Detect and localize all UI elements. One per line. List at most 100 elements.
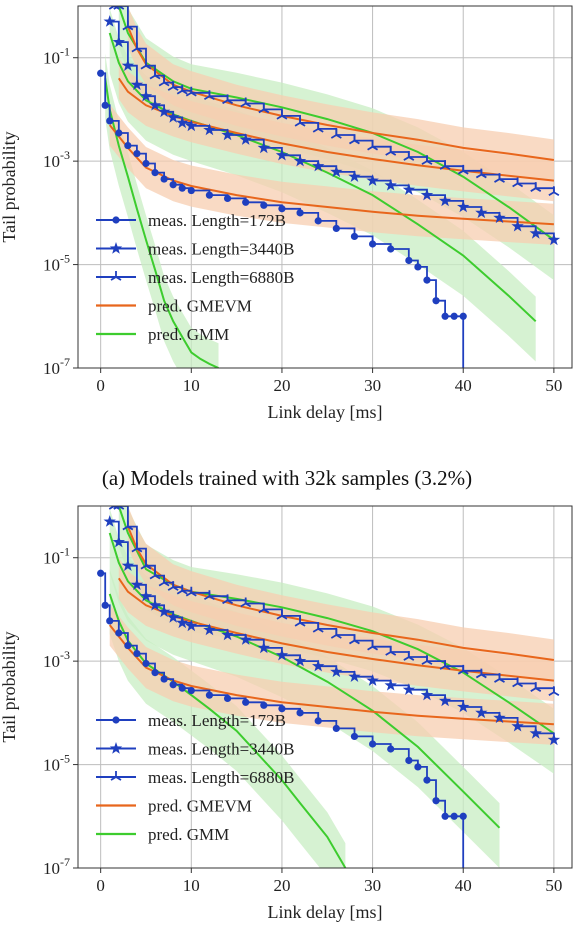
- legend-marker-2: [110, 771, 122, 781]
- meas-series-0: [97, 69, 467, 368]
- meas-point-2-7: [167, 581, 179, 591]
- meas-point-2-26: [494, 173, 505, 183]
- meas-point-0-9: [169, 181, 177, 189]
- legend: meas. Length=172B meas. Length=3440B meas.…: [96, 211, 295, 344]
- meas-point-1-2: [121, 59, 134, 71]
- meas-point-1-27: [511, 219, 524, 232]
- meas-point-1-8: [176, 616, 189, 629]
- meas-point-2-9: [185, 86, 197, 97]
- meas-point-1-19: [366, 674, 379, 686]
- meas-point-1-7: [167, 110, 180, 123]
- meas-point-1-23: [438, 694, 452, 707]
- meas-point-0-1: [101, 101, 109, 109]
- meas-point-1-5: [148, 598, 162, 611]
- meas-point-0-5: [133, 649, 141, 658]
- meas-point-1-7: [167, 610, 180, 623]
- gmevm-band-0: [109, 104, 554, 245]
- meas-point-2-2: [122, 520, 134, 531]
- chart-a: 0 10 20 30 40 50 10-1 10-3 10-5 10-7 Link delay [m…: [0, 5, 573, 422]
- meas-point-1-20: [384, 678, 397, 691]
- chart-b: 0 10 20 30 40 50 10-1 10-3 10-5 10-7 Link delay [m…: [0, 505, 573, 922]
- y-tick-label-3: 10-7: [43, 855, 70, 878]
- meas-point-2-29: [548, 686, 560, 697]
- meas-point-0-23: [405, 256, 413, 265]
- legend-item-1: meas. Length=3440B: [96, 240, 295, 259]
- meas-point-2-6: [158, 76, 170, 87]
- meas-point-0-21: [368, 240, 377, 248]
- meas-point-1-16: [312, 159, 325, 172]
- legend-item-0: meas. Length=172B: [96, 711, 286, 730]
- meas-point-0-26: [432, 297, 440, 305]
- meas-point-0-9: [169, 681, 177, 689]
- legend-item-2: meas. Length=6880B: [96, 768, 295, 787]
- meas-point-2-23: [439, 160, 451, 170]
- x-tick-label-4: 40: [455, 376, 472, 395]
- meas-point-0-11: [187, 686, 195, 695]
- meas-point-2-15: [294, 616, 306, 627]
- meas-point-2-0: [108, 6, 120, 10]
- gmm-line-1: [108, 532, 501, 829]
- meas-point-0-20: [350, 732, 359, 741]
- axes-frame: [77, 5, 573, 369]
- tick-labels: 0 10 20 30 40 50 10-1 10-3 10-5 10-7: [43, 45, 562, 395]
- x-tick-label-5: 50: [545, 876, 562, 895]
- meas-point-0-22: [387, 745, 395, 753]
- meas-point-1-20: [384, 178, 397, 191]
- meas-point-2-29: [548, 186, 560, 197]
- meas-point-0-16: [278, 705, 286, 713]
- legend-marker-1: [109, 742, 123, 754]
- meas-point-0-21: [368, 740, 377, 748]
- meas-point-0-23: [405, 756, 413, 765]
- meas-point-1-1: [112, 35, 125, 48]
- meas-point-2-7: [167, 81, 179, 91]
- meas-point-1-16: [312, 659, 325, 672]
- meas-point-0-26: [432, 797, 440, 805]
- legend-item-3: pred. GMEVM: [96, 797, 252, 816]
- meas-point-2-15: [294, 116, 306, 127]
- gmevm-line-0: [108, 624, 554, 726]
- meas-point-1-29: [547, 733, 561, 746]
- meas-point-2-5: [149, 569, 161, 580]
- legend-label-4: pred. GMM: [148, 825, 229, 844]
- meas-point-0-17: [296, 709, 304, 717]
- meas-point-0-11: [187, 186, 195, 195]
- meas-point-2-5: [149, 69, 161, 80]
- meas-point-0-29: [459, 312, 467, 320]
- meas-point-1-17: [330, 165, 343, 178]
- meas-point-1-0: [103, 515, 116, 527]
- meas-point-1-9: [185, 119, 198, 132]
- meas-point-2-13: [258, 603, 270, 614]
- meas-point-2-4: [140, 559, 152, 570]
- meas-point-1-22: [420, 188, 434, 201]
- meas-point-2-1: [113, 6, 125, 10]
- y-tick-label-3: 10-7: [43, 355, 70, 378]
- meas-point-2-27: [512, 177, 524, 188]
- meas-point-0-24: [414, 263, 422, 271]
- meas-point-0-22: [387, 245, 395, 253]
- meas-point-2-23: [439, 660, 451, 670]
- x-tick-label-4: 40: [455, 876, 472, 895]
- meas-point-1-10: [203, 123, 216, 136]
- meas-point-1-18: [348, 670, 361, 682]
- meas-point-0-12: [205, 191, 214, 199]
- meas-point-2-21: [403, 151, 415, 161]
- x-tick-label-2: 20: [273, 876, 290, 895]
- meas-point-1-9: [185, 619, 198, 632]
- meas-point-0-18: [314, 717, 322, 725]
- meas-point-1-17: [330, 665, 343, 678]
- meas-point-2-11: [222, 94, 234, 105]
- y-tick-label-0: 10-1: [43, 45, 70, 68]
- meas-point-1-2: [121, 559, 134, 571]
- meas-point-1-29: [547, 233, 561, 246]
- legend-item-4: pred. GMM: [96, 825, 229, 844]
- meas-point-1-0: [103, 15, 116, 27]
- legend-label-2: meas. Length=6880B: [148, 768, 295, 787]
- y-axis-label: Tail probability: [0, 131, 19, 242]
- meas-point-1-14: [275, 648, 289, 661]
- plot-area: [97, 6, 561, 368]
- meas-series-2: [108, 6, 560, 197]
- meas-point-2-13: [258, 103, 270, 114]
- y-tick-label-2: 10-5: [43, 252, 70, 275]
- meas-point-2-22: [421, 655, 433, 665]
- meas-point-2-28: [530, 682, 542, 692]
